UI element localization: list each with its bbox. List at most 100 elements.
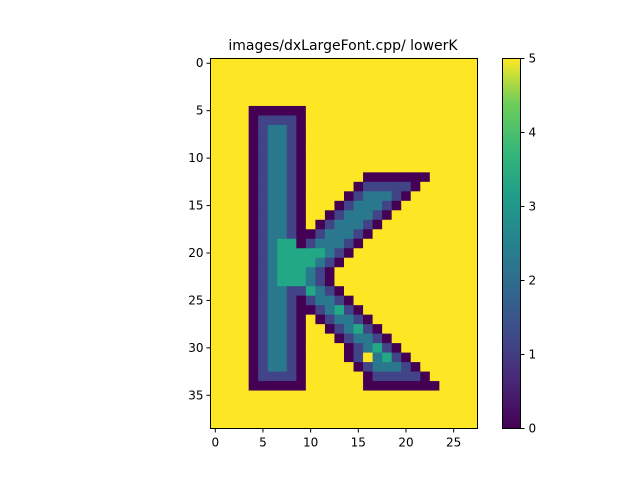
heatmap-cell	[286, 400, 297, 410]
heatmap-cell	[429, 295, 440, 306]
heatmap-cell	[353, 210, 364, 221]
heatmap-cell	[353, 191, 364, 202]
heatmap-cell	[248, 305, 259, 316]
heatmap-cell	[239, 200, 250, 211]
heatmap-cell	[467, 200, 478, 211]
heatmap-cell	[363, 134, 374, 145]
heatmap-cell	[382, 229, 393, 240]
heatmap-cell	[420, 276, 431, 287]
heatmap-cell	[305, 371, 316, 382]
heatmap-cell	[229, 86, 240, 97]
heatmap-cell	[267, 105, 278, 116]
heatmap-cell	[248, 267, 259, 278]
heatmap-cell	[382, 172, 393, 183]
heatmap-cell	[334, 419, 345, 429]
heatmap-cell	[267, 352, 278, 363]
x-tick-label: 0	[211, 436, 219, 450]
heatmap-cell	[382, 295, 393, 306]
heatmap-cell	[363, 191, 374, 202]
heatmap-cell	[467, 153, 478, 164]
heatmap-cell	[315, 77, 326, 88]
heatmap-cell	[210, 210, 221, 221]
heatmap-cell	[401, 134, 412, 145]
heatmap-cell	[305, 200, 316, 211]
heatmap-cell	[401, 257, 412, 268]
heatmap-cell	[448, 200, 459, 211]
heatmap-cell	[467, 362, 478, 372]
heatmap-cell	[277, 105, 288, 116]
heatmap-cell	[334, 343, 345, 354]
heatmap-cell	[401, 409, 412, 420]
heatmap-cell	[458, 343, 469, 354]
heatmap-cell	[391, 295, 402, 306]
heatmap-cell	[382, 143, 393, 154]
heatmap-cell	[286, 343, 297, 354]
heatmap-cell	[258, 124, 269, 135]
heatmap-cell	[258, 257, 269, 268]
heatmap-cell	[286, 172, 297, 183]
heatmap-cell	[305, 257, 316, 268]
heatmap-cell	[296, 248, 307, 259]
heatmap-cell	[210, 371, 221, 382]
heatmap-cell	[296, 286, 307, 297]
heatmap-cell	[210, 172, 221, 183]
heatmap-cell	[363, 172, 374, 183]
heatmap-cell	[448, 77, 459, 88]
heatmap-cell	[363, 286, 374, 297]
heatmap-cell	[210, 143, 221, 154]
heatmap-cell	[334, 143, 345, 154]
heatmap-cell	[363, 390, 374, 401]
heatmap-cell	[324, 400, 335, 410]
heatmap-cell	[439, 210, 450, 221]
heatmap-cell	[277, 172, 288, 183]
heatmap-cell	[382, 362, 393, 372]
heatmap-cell	[210, 86, 221, 97]
heatmap-cell	[296, 134, 307, 145]
heatmap-cell	[258, 181, 269, 192]
heatmap-cell	[382, 124, 393, 135]
heatmap-cell	[467, 343, 478, 354]
heatmap-cell	[391, 162, 402, 173]
heatmap-cell	[353, 286, 364, 297]
heatmap-cell	[210, 77, 221, 88]
heatmap-cell	[391, 124, 402, 135]
heatmap-cell	[220, 219, 230, 230]
heatmap-cell	[382, 105, 393, 116]
heatmap-cell	[372, 333, 383, 344]
heatmap-cell	[401, 219, 412, 230]
heatmap-cell	[391, 77, 402, 88]
heatmap-cell	[439, 162, 450, 173]
heatmap-cell	[334, 305, 345, 316]
heatmap-cell	[324, 314, 335, 325]
heatmap-cell	[372, 124, 383, 135]
heatmap-cell	[220, 390, 230, 401]
heatmap-cell	[382, 352, 393, 363]
heatmap-cell	[410, 276, 421, 287]
heatmap-cell	[305, 229, 316, 240]
heatmap-cell	[448, 124, 459, 135]
heatmap-cell	[296, 58, 307, 69]
heatmap-cell	[401, 77, 412, 88]
heatmap-cell	[248, 181, 259, 192]
heatmap-cell	[363, 352, 374, 363]
heatmap-cell	[258, 58, 269, 69]
heatmap-cell	[353, 276, 364, 287]
heatmap-cell	[334, 181, 345, 192]
heatmap-cell	[410, 305, 421, 316]
heatmap-cell	[353, 324, 364, 335]
heatmap-cell	[372, 238, 383, 249]
heatmap-cell	[258, 115, 269, 126]
heatmap-cell	[467, 295, 478, 306]
heatmap-cell	[239, 390, 250, 401]
heatmap-cell	[429, 162, 440, 173]
heatmap-cell	[239, 333, 250, 344]
heatmap-cell	[296, 191, 307, 202]
heatmap-cell	[334, 362, 345, 372]
heatmap-cell	[296, 276, 307, 287]
heatmap-cell	[439, 362, 450, 372]
heatmap-cell	[315, 153, 326, 164]
heatmap-cell	[229, 172, 240, 183]
heatmap-cell	[305, 124, 316, 135]
heatmap-cell	[401, 191, 412, 202]
heatmap-cell	[372, 305, 383, 316]
